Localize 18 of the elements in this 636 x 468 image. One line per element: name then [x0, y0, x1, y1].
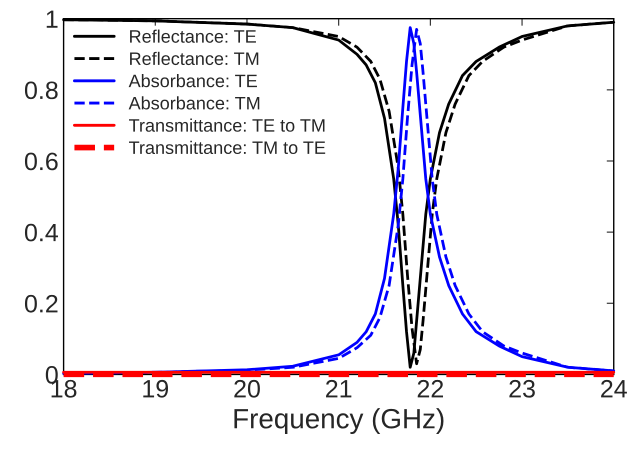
legend-label: Reflectance: TM: [130, 52, 258, 66]
x-tick-label: 19: [143, 380, 168, 398]
legend-label: Reflectance: TE: [130, 30, 256, 43]
x-tick-label: 24: [601, 380, 627, 398]
y-tick-label: 0.4: [24, 224, 58, 242]
y-tick-label: 1: [46, 10, 58, 28]
x-tick-label: 20: [234, 380, 260, 398]
legend-label: Transmittance: TE to TM: [129, 118, 324, 132]
legend-label: Transmittance: TM to TE: [129, 140, 326, 154]
legend-label: Absorbance: TM: [128, 96, 260, 110]
x-tick-label: 23: [509, 380, 535, 398]
y-tick-label: 0.8: [24, 81, 58, 100]
x-tick-label: 21: [326, 380, 352, 398]
y-tick-label: 0.2: [24, 294, 58, 313]
x-axis-title: Frequency (GHz): [234, 408, 444, 434]
legend-label: Absorbance: TE: [128, 74, 257, 88]
x-tick-label: 22: [418, 380, 444, 398]
y-tick-label: 0.6: [24, 152, 58, 170]
